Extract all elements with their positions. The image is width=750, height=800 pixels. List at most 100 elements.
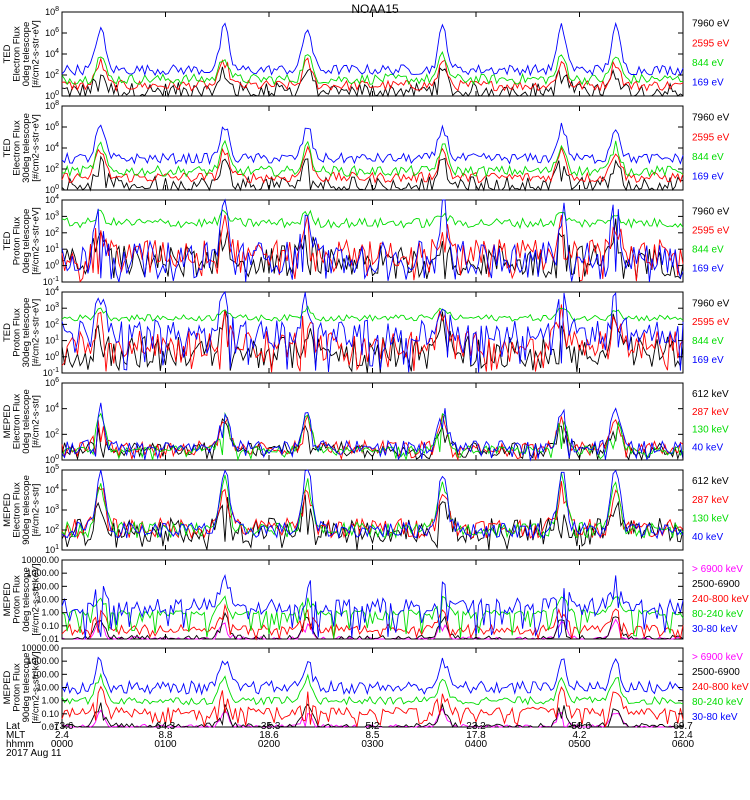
axis-tick-mlt: 18.6 bbox=[259, 730, 279, 741]
y-tick-label: 101 bbox=[45, 243, 59, 254]
axis-tick-mlt: 8.8 bbox=[159, 730, 173, 741]
y-axis-label: MEPEDProton Flux90deg telescope[#/cm2-s-… bbox=[2, 651, 42, 723]
y-tick-label: 100 bbox=[45, 184, 59, 195]
y-tick-label: 104 bbox=[45, 48, 59, 59]
series-6-4 bbox=[61, 469, 684, 540]
y-axis-label: MEPEDProton Flux0deg telescope[#/cm2-s-s… bbox=[2, 563, 42, 635]
legend-label: 169 eV bbox=[692, 171, 724, 182]
y-tick-label: 102 bbox=[45, 69, 59, 80]
legend-label: > 6900 keV bbox=[692, 564, 743, 575]
y-tick-exponent: 4 bbox=[55, 286, 59, 293]
y-tick-exponent: 1 bbox=[55, 544, 59, 551]
y-tick-label: 104 bbox=[45, 484, 59, 495]
y-axis-label: TEDProton Flux0deg telescope[#/cm2-s-str… bbox=[2, 207, 42, 275]
series-1-2 bbox=[61, 57, 684, 93]
series-3-3 bbox=[61, 209, 684, 230]
y-tick-exponent: 4 bbox=[55, 403, 59, 410]
y-tick-label: 0.01 bbox=[41, 634, 59, 644]
y-axis-label: MEPEDElectron Flux90deg telescope[#/cm2-… bbox=[2, 475, 42, 545]
legend-label: 169 eV bbox=[692, 355, 724, 366]
legend-label: 2595 eV bbox=[692, 226, 730, 237]
axis-tick-lat: -50.6 bbox=[568, 721, 591, 732]
legend-label: 40 keV bbox=[692, 443, 723, 454]
y-axis-label-line: TED bbox=[2, 138, 13, 157]
y-tick-label: 104 bbox=[45, 286, 59, 297]
y-tick-label: 100.00 bbox=[31, 581, 59, 591]
y-axis-label: TEDElectron Flux0deg telescope[#/cm2-s-s… bbox=[2, 20, 42, 88]
y-tick-label: 108 bbox=[45, 100, 59, 111]
panel-frame bbox=[61, 469, 684, 551]
axis-tick-hhmm: 0300 bbox=[361, 739, 384, 750]
y-tick-label: 0.10 bbox=[41, 621, 59, 631]
y-tick-label: 1000.00 bbox=[26, 568, 59, 578]
y-tick-exponent: 0 bbox=[55, 184, 59, 191]
y-tick-label: 102 bbox=[45, 428, 59, 439]
axis-row-label: MLT bbox=[6, 730, 25, 741]
y-tick-label: 105 bbox=[45, 464, 59, 475]
legend-label: 7960 eV bbox=[692, 206, 730, 217]
y-tick-label: 0.01 bbox=[41, 722, 59, 732]
legend-label: 2595 eV bbox=[692, 132, 730, 143]
axis-tick-lat: 23.2 bbox=[466, 721, 486, 732]
y-tick-label: 102 bbox=[45, 524, 59, 535]
legend-label: 169 eV bbox=[692, 77, 724, 88]
series-5-4 bbox=[61, 402, 684, 462]
y-tick-label: 1000.00 bbox=[26, 656, 59, 666]
y-tick-exponent: 8 bbox=[55, 100, 59, 107]
y-tick-exponent: 3 bbox=[55, 504, 59, 511]
y-tick-label: 103 bbox=[45, 302, 59, 313]
y-axis-label-line: TED bbox=[2, 231, 13, 250]
y-tick-exponent: 2 bbox=[55, 69, 59, 76]
y-tick-label: 100 bbox=[45, 454, 59, 465]
y-tick-label: 106 bbox=[45, 27, 59, 38]
y-tick-exponent: 3 bbox=[55, 210, 59, 217]
series-2-2 bbox=[61, 145, 684, 184]
panel-frame bbox=[61, 291, 684, 374]
y-tick-exponent: 4 bbox=[55, 194, 59, 201]
y-tick-exponent: 3 bbox=[55, 302, 59, 309]
y-axis-label: TEDProton Flux30deg telescope[#/cm2-s-st… bbox=[2, 298, 42, 368]
y-axis-label-line: [#/cm2-s-str-eV] bbox=[31, 207, 42, 275]
y-tick-label: 102 bbox=[45, 163, 59, 174]
series-6-3 bbox=[61, 472, 684, 540]
series-4-4 bbox=[61, 290, 684, 373]
y-axis-label-line: 0deg telescope bbox=[21, 22, 32, 86]
series-3-1 bbox=[61, 218, 684, 280]
axis-tick-mlt: 4.2 bbox=[573, 730, 587, 741]
y-tick-label: 103 bbox=[45, 504, 59, 515]
legend-label: 30-80 keV bbox=[692, 624, 738, 635]
legend-label: 30-80 keV bbox=[692, 712, 738, 723]
y-axis-label-line: [#/cm2-s-str] bbox=[31, 395, 42, 448]
y-axis-label-line: Proton Flux bbox=[12, 216, 23, 265]
legend-label: 2500-6900 bbox=[692, 579, 740, 590]
axis-tick-hhmm: 0100 bbox=[154, 739, 177, 750]
y-tick-exponent: 2 bbox=[55, 428, 59, 435]
y-tick-exponent: 2 bbox=[55, 318, 59, 325]
legend-label: 844 eV bbox=[692, 152, 724, 163]
legend-label: 7960 eV bbox=[692, 19, 730, 30]
y-tick-label: 10000.00 bbox=[21, 555, 59, 565]
y-tick-label: 101 bbox=[45, 544, 59, 555]
axis-tick-hhmm: 0200 bbox=[258, 739, 281, 750]
legend-label: 240-800 keV bbox=[692, 594, 749, 605]
legend-label: 80-240 keV bbox=[692, 609, 743, 620]
y-axis-label-line: 30deg telescope bbox=[21, 298, 32, 368]
y-axis-label-line: [#/cm2-s-str-eV] bbox=[31, 20, 42, 88]
legend-label: 612 keV bbox=[692, 389, 729, 400]
y-tick-label: 10000.00 bbox=[21, 643, 59, 653]
axis-tick-lat: 64.3 bbox=[156, 721, 176, 732]
legend-label: 844 eV bbox=[692, 336, 724, 347]
y-axis-label-line: 30deg telescope bbox=[21, 113, 32, 183]
y-tick-exponent: 5 bbox=[55, 464, 59, 471]
series-1-3 bbox=[61, 50, 684, 86]
axis-tick-hhmm: 0500 bbox=[568, 739, 591, 750]
y-axis-label-line: Electron Flux bbox=[12, 120, 23, 176]
y-tick-exponent: 2 bbox=[55, 163, 59, 170]
panel-7: 0.010.101.0010.00100.001000.0010000.00ME… bbox=[2, 555, 749, 644]
legend-label: 2595 eV bbox=[692, 38, 730, 49]
y-tick-exponent: -1 bbox=[53, 367, 59, 374]
y-axis-label-line: Electron Flux bbox=[12, 394, 23, 450]
